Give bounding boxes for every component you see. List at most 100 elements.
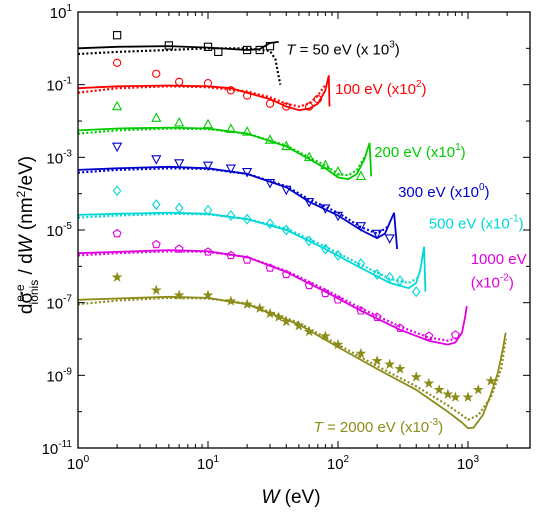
- data-point: [254, 302, 266, 313]
- y-axis-label-sup: e-e: [13, 284, 27, 302]
- y-tick-label: 10-1: [46, 76, 72, 95]
- series-label: 100 eV (x102): [335, 79, 426, 98]
- data-point: [273, 311, 285, 322]
- data-point: [320, 288, 330, 298]
- series-label: 500 eV (x10-1): [429, 214, 524, 233]
- data-point: [293, 320, 305, 331]
- y-tick-label-exp: -1: [63, 76, 72, 87]
- data-point: [174, 159, 185, 169]
- data-point: [202, 118, 214, 129]
- data-point: [175, 77, 184, 86]
- data-point: [424, 331, 434, 340]
- data-point: [355, 347, 367, 359]
- series-label: 200 eV (x101): [374, 142, 465, 161]
- data-point: [214, 47, 223, 57]
- data-point: [242, 213, 252, 225]
- series-dotted-line: [77, 47, 282, 85]
- data-point: [395, 323, 405, 332]
- data-point: [112, 185, 122, 197]
- series-markers: [112, 31, 275, 57]
- x-tick-label: 103: [457, 454, 480, 473]
- y-tick-label: 10-5: [46, 221, 72, 240]
- data-point: [241, 168, 253, 178]
- y-tick-label-base: 10: [46, 368, 63, 385]
- series-label-text: = 50 eV (x 10: [295, 41, 389, 58]
- data-point: [111, 271, 123, 282]
- y-tick-label-base: 10: [46, 296, 63, 313]
- series-label: T = 50 eV (x 103): [286, 39, 400, 58]
- data-point: [450, 330, 460, 339]
- data-point: [319, 330, 331, 341]
- data-point: [281, 185, 292, 196]
- x-tick-label: 102: [327, 454, 350, 473]
- y-tick-label: 101: [50, 3, 73, 22]
- series-label-exp: 3: [389, 39, 395, 50]
- series-label-line2-text: (x10: [471, 275, 500, 292]
- data-point: [225, 295, 237, 306]
- y-tick-label-exp: 1: [66, 3, 72, 14]
- data-point: [242, 45, 252, 55]
- x-axis-label-unit: (eV): [279, 487, 320, 508]
- series-markers: [111, 142, 395, 244]
- data-point: [112, 58, 122, 67]
- series-label-close: ): [395, 41, 400, 58]
- series-dotted-line: [77, 250, 460, 342]
- data-point: [282, 224, 291, 236]
- data-point: [164, 41, 174, 50]
- data-point: [112, 31, 122, 40]
- data-point: [321, 243, 330, 255]
- series-markers: [112, 58, 322, 111]
- data-point: [372, 268, 382, 280]
- series-solid-line: [77, 126, 373, 181]
- data-point: [226, 86, 236, 95]
- series-label-line2: (x10-2): [471, 273, 514, 292]
- series-label-exp: 1: [455, 142, 461, 153]
- data-point: [423, 377, 435, 389]
- data-point: [411, 286, 421, 298]
- series-label-exp: -1: [510, 214, 519, 225]
- series-dotted-line: [77, 84, 327, 108]
- y-axis-label-rest: / d: [16, 253, 37, 279]
- chart-curves: [77, 41, 507, 430]
- data-point: [173, 289, 185, 300]
- data-point: [174, 202, 184, 214]
- data-point: [384, 234, 395, 244]
- series-label-exp: 2: [416, 79, 422, 90]
- data-point: [174, 244, 184, 253]
- data-point: [225, 123, 237, 133]
- y-tick-label: 10-9: [46, 366, 72, 385]
- data-point: [449, 391, 461, 402]
- data-point: [150, 284, 162, 295]
- series-label: T = 2000 eV (x10-3): [314, 417, 443, 436]
- y-tick-label: 10-11: [42, 439, 73, 458]
- y-axis-label-sigma: σ: [16, 292, 37, 304]
- x-axis-label-main: W: [261, 487, 281, 508]
- series-label-exp: 0: [479, 182, 485, 193]
- data-point: [356, 258, 366, 269]
- data-point: [203, 204, 213, 216]
- series-dotted-line: [77, 296, 507, 421]
- data-point: [111, 142, 123, 153]
- data-point: [226, 210, 236, 221]
- series-labels: T = 50 eV (x 103) 100 eV (x102) 200 eV (x1…: [286, 39, 526, 436]
- series-label-line2-exp: -2: [500, 273, 509, 284]
- data-point: [151, 239, 161, 249]
- data-point: [355, 170, 367, 181]
- data-point: [151, 112, 162, 122]
- series-markers: [112, 228, 460, 340]
- data-point: [332, 338, 344, 350]
- series-label-close: ): [438, 419, 443, 436]
- data-point: [395, 275, 405, 287]
- data-point: [320, 159, 331, 170]
- data-point: [384, 358, 396, 370]
- data-point: [332, 166, 344, 176]
- data-point: [264, 307, 276, 319]
- data-point: [265, 99, 275, 108]
- x-tick-label: 101: [197, 454, 220, 473]
- data-point: [152, 199, 161, 211]
- data-point: [304, 102, 314, 111]
- series-label: 1000 eV: [471, 251, 527, 268]
- y-axis-label: dσe-eionis / dW (nm2/eV): [13, 156, 41, 314]
- x-axis-label: W (eV): [261, 487, 320, 508]
